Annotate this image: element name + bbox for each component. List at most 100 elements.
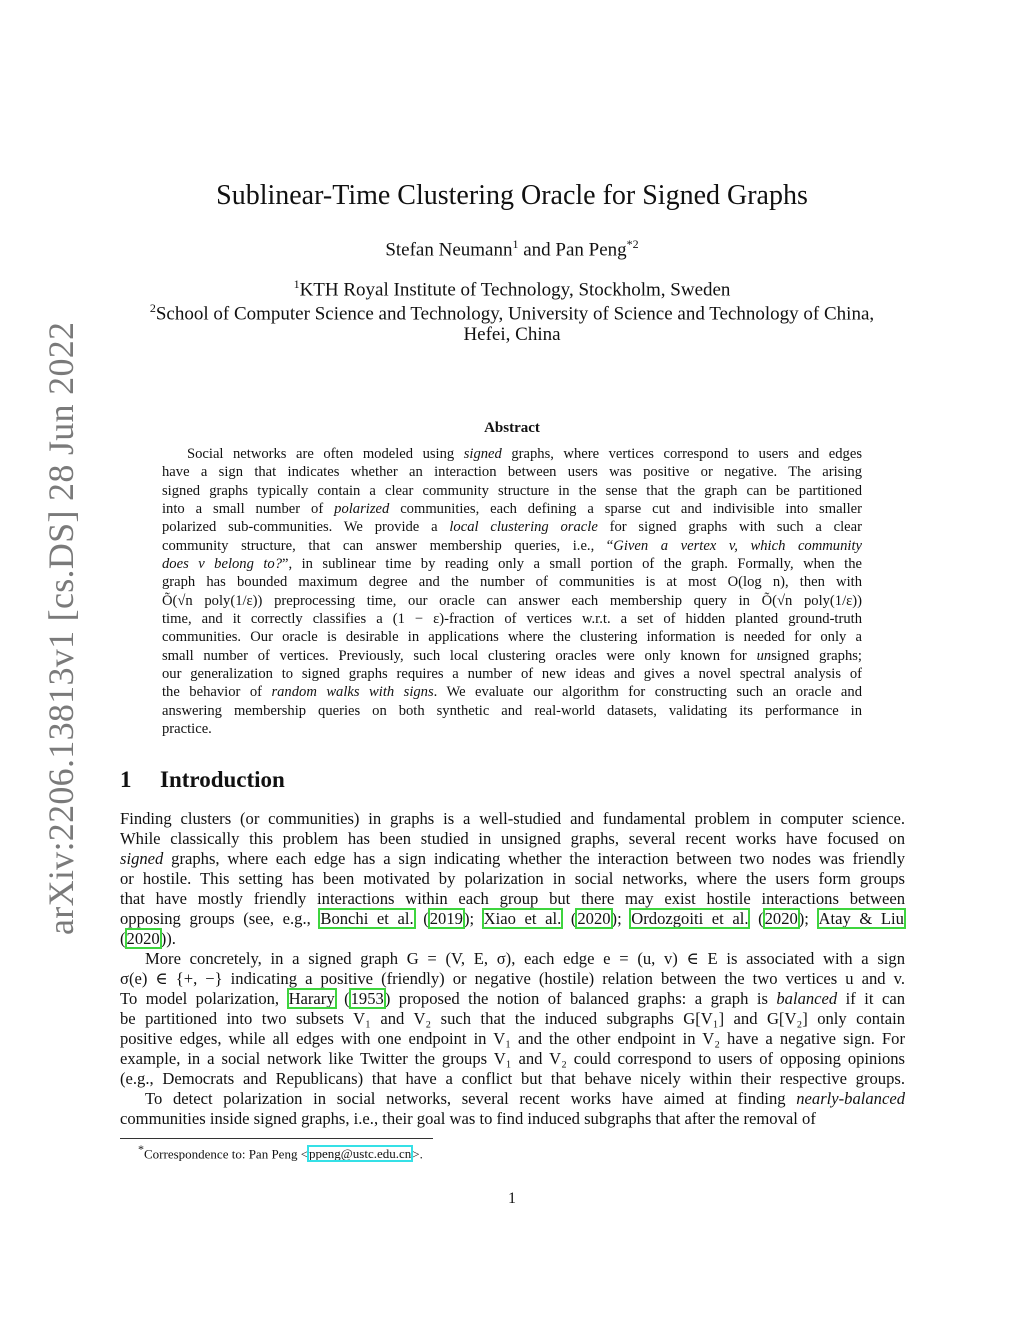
text-segment: . We evaluate our algorithm for construc… [433, 684, 862, 701]
citation-link[interactable]: Harary [286, 988, 337, 1009]
text-line: Õ(√n poly(1/ε)) preprocessing time, our … [162, 592, 862, 610]
text-line: have a sign that indicates whether an in… [162, 463, 862, 481]
affiliation: Hefei, China [0, 324, 1024, 346]
text-segment: polarized sub-communities. We provide a [162, 519, 450, 536]
text-line: opposing groups (see, e.g., Bonchi et al… [120, 908, 906, 929]
text-segment: positive edges, while all edges with one… [120, 1029, 905, 1048]
section-heading: 1 Introduction [120, 767, 285, 793]
text-line: or hostile. This setting has been motiva… [120, 869, 905, 889]
text-line: While classically this problem has been … [120, 829, 905, 849]
footnote-mark: * [138, 1142, 144, 1156]
text-line: (2020)). [120, 928, 905, 949]
text-segment: community structure, that can answer mem… [162, 537, 614, 554]
text-segment: communities inside signed graphs, i.e., … [120, 1109, 816, 1128]
text-segment: small number of vertices. Previously, su… [162, 647, 757, 664]
text-segment: or hostile. This setting has been motiva… [120, 869, 905, 888]
citation-link[interactable]: Xiao et al. [481, 908, 564, 929]
text-segment: communities, each defining a sparse cut … [389, 501, 862, 518]
author-name: Stefan Neumann [385, 239, 513, 261]
text-segment: the behavior of [162, 684, 272, 701]
text-segment: To model polarization, [120, 989, 288, 1008]
text-line: does v belong to?”, in sublinear time by… [162, 555, 862, 573]
text-segment: answering membership queries on both syn… [162, 702, 862, 719]
text-segment: for signed graphs with such a clear [597, 519, 862, 536]
text-line: our generalization to signed graphs requ… [162, 665, 862, 683]
text-line: small number of vertices. Previously, su… [162, 647, 862, 665]
text-line: polarized sub-communities. We provide a … [162, 518, 862, 536]
text-segment: ); [463, 909, 483, 928]
footnote-text: >. [412, 1146, 423, 1162]
text-segment: ) proposed the notion of balanced graphs… [384, 989, 777, 1008]
text-segment: More concretely, in a signed graph G = (… [145, 949, 905, 968]
text-segment: nearly-balanced [796, 1089, 905, 1108]
citation-link[interactable]: 2020 [762, 908, 800, 929]
text-segment: opposing groups (see, e.g., [120, 909, 320, 928]
citation-link[interactable]: 1953 [348, 988, 386, 1009]
text-segment: Finding clusters (or communities) in gra… [120, 809, 905, 828]
text-segment: To detect polarization in social network… [145, 1089, 797, 1108]
text-line: signed graphs, where each edge has a sig… [120, 849, 905, 869]
text-segment: practice. [162, 721, 212, 738]
text-line: that have mostly friendly interactions w… [120, 889, 905, 909]
citation-link[interactable]: Atay & Liu [816, 908, 906, 929]
text-line: Social networks are often modeled using … [162, 445, 862, 463]
text-segment: graphs, where vertices correspond to use… [501, 446, 862, 462]
affiliation-mark: 2 [149, 301, 156, 315]
page-number: 1 [508, 1190, 516, 1207]
text-line: graph has bounded maximum degree and the… [162, 573, 862, 591]
introduction-body: Finding clusters (or communities) in gra… [120, 809, 906, 1129]
text-segment: if it can [837, 989, 905, 1008]
citation-link[interactable]: Ordozgoiti et al. [629, 908, 751, 929]
section-number: 1 [120, 767, 132, 792]
authors-conjunction: and [518, 239, 556, 261]
text-line: (e.g., Democrats and Republicans) that h… [120, 1069, 905, 1089]
abstract-heading: Abstract [484, 420, 540, 436]
email-link[interactable]: ppeng@ustc.edu.cn [307, 1145, 414, 1163]
abstract-body: Social networks are often modeled using … [162, 445, 862, 739]
text-segment: time, and it correctly classifies a (1 −… [162, 611, 862, 628]
citation-link[interactable]: 2020 [575, 908, 613, 929]
text-line: communities. Our oracle is desirable in … [162, 628, 862, 646]
affiliation-mark: 1 [293, 277, 300, 291]
authors: Stefan Neumann1 and Pan Peng*2 [0, 237, 1024, 261]
section-title: Introduction [160, 767, 285, 792]
text-segment: polarized [334, 501, 390, 518]
text-segment: )). [160, 929, 176, 948]
text-segment: graphs, where each edge has a sign indic… [163, 849, 905, 868]
text-segment: be partitioned into two subsets V₁ and V… [120, 1009, 905, 1028]
footnote-text: Correspondence to: Pan Peng < [144, 1146, 309, 1162]
text-segment: does v belong to? [162, 556, 282, 573]
author-affiliation-mark: *2 [626, 237, 639, 251]
text-segment: (e.g., Democrats and Republicans) that h… [120, 1069, 905, 1088]
footnote: *Correspondence to: Pan Peng <ppeng@ustc… [138, 1142, 423, 1163]
citation-link[interactable]: 2019 [427, 908, 465, 929]
author-name: Pan Peng [555, 239, 627, 261]
text-segment: balanced [776, 989, 838, 1008]
text-segment: example, in a social network like Twitte… [120, 1049, 905, 1068]
text-segment: random walks with signs [271, 684, 434, 701]
text-segment: Social networks are often modeled using [187, 446, 464, 462]
text-segment: ); [798, 909, 818, 928]
text-line: example, in a social network like Twitte… [120, 1049, 905, 1069]
citation-link[interactable]: Bonchi et al. [318, 908, 416, 929]
text-segment: ( [120, 929, 126, 948]
text-line: community structure, that can answer mem… [162, 537, 862, 555]
affiliation-text: Hefei, China [463, 324, 561, 345]
text-line: answering membership queries on both syn… [162, 702, 862, 720]
text-segment: local clustering oracle [449, 519, 598, 536]
text-line: be partitioned into two subsets V₁ and V… [120, 1009, 905, 1029]
text-segment: graph has bounded maximum degree and the… [162, 574, 862, 591]
author-affiliation-mark: 1 [512, 237, 519, 251]
text-segment: ( [335, 989, 350, 1008]
text-segment: Õ(√n poly(1/ε)) preprocessing time, our … [162, 592, 862, 609]
text-segment: ( [749, 909, 764, 928]
text-segment: our generalization to signed graphs requ… [162, 666, 862, 683]
text-segment: signed graphs typically contain a clear … [162, 482, 862, 499]
affiliation: 2School of Computer Science and Technolo… [0, 301, 1024, 325]
text-segment: Given a vertex v, which community [613, 537, 862, 554]
affiliation-text: KTH Royal Institute of Technology, Stock… [299, 279, 731, 301]
text-segment: ”, in sublinear time by reading only a s… [282, 556, 862, 573]
citation-link[interactable]: 2020 [124, 928, 162, 949]
text-line: σ(e) ∈ {+, −} indicating a positive (fri… [120, 969, 905, 989]
text-segment: ); [611, 909, 631, 928]
